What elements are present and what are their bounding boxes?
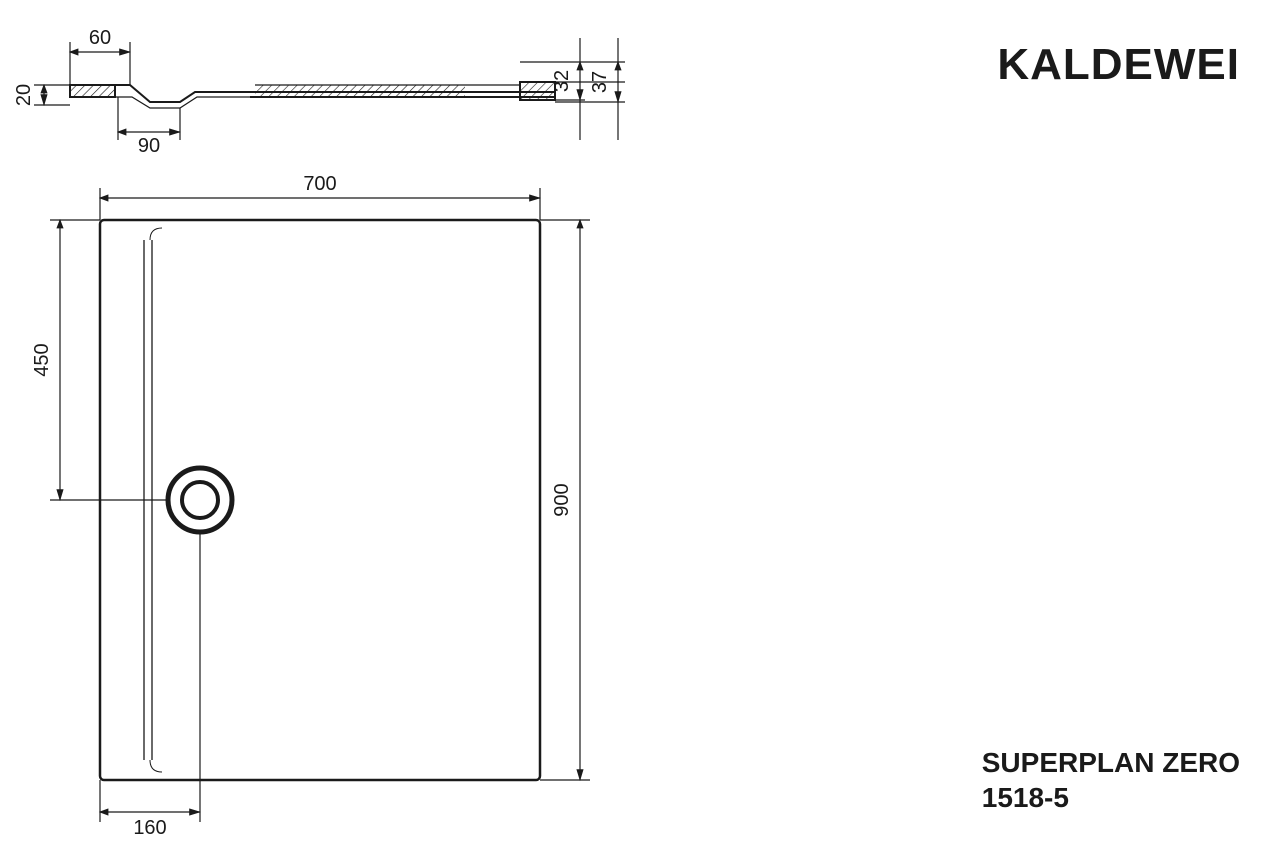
top-view: 700 450 900 (31, 173, 590, 839)
drain (168, 468, 232, 532)
dim-90: 90 (118, 97, 180, 157)
dim-37: 37 (589, 38, 618, 140)
svg-text:90: 90 (138, 135, 160, 157)
dim-700: 700 (100, 173, 540, 220)
svg-text:700: 700 (303, 173, 336, 195)
svg-text:160: 160 (133, 817, 166, 839)
product-name: SUPERPLAN ZERO (982, 745, 1240, 780)
svg-text:60: 60 (89, 27, 111, 49)
svg-text:32: 32 (551, 70, 573, 92)
dim-900: 900 (540, 220, 590, 780)
svg-text:37: 37 (589, 71, 611, 93)
product-label: SUPERPLAN ZERO 1518-5 (982, 745, 1240, 815)
dim-160: 160 (100, 532, 200, 839)
product-code: 1518-5 (982, 780, 1240, 815)
svg-text:20: 20 (13, 84, 35, 106)
dim-20: 20 (13, 84, 70, 106)
svg-text:900: 900 (551, 483, 573, 516)
brand-logo: KALDEWEI (997, 40, 1240, 90)
svg-text:450: 450 (31, 343, 53, 376)
profile-view: 60 20 90 (13, 27, 625, 157)
dim-60: 60 (70, 27, 130, 85)
dim-32: 32 (551, 38, 580, 140)
